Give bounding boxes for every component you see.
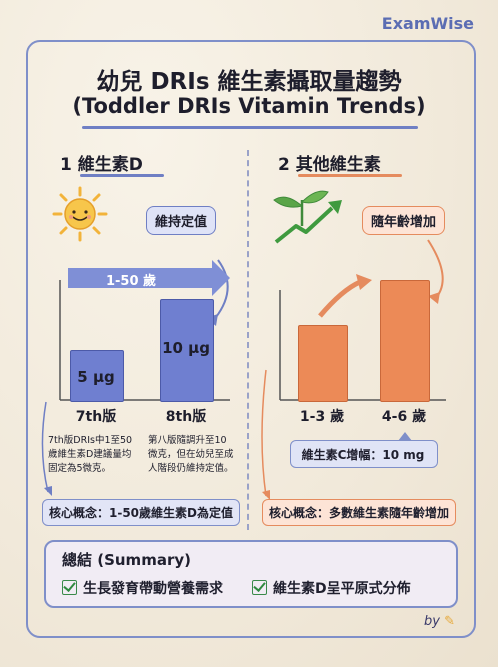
checkbox-icon — [62, 580, 77, 595]
summary-box — [44, 540, 458, 608]
brand-logo: ExamWise — [381, 14, 474, 33]
range-arrow-body — [68, 268, 214, 288]
section1-heading: 1 維生素D — [60, 155, 143, 175]
section1-bar-label-2: 10 µg — [162, 339, 210, 357]
section1-bar-label-1: 5 µg — [77, 367, 115, 386]
section1-note-2: 第八版隨調升至10 微克，但在幼兒至成 人階段仍維持定值。 — [148, 435, 234, 474]
section1-bar-1 — [70, 349, 124, 402]
section1-x-label-1: 7th版 — [75, 409, 117, 425]
section-divider — [247, 150, 249, 530]
title-underline — [82, 126, 418, 129]
summary-item-2: 維生素D呈平原式分佈 — [252, 578, 411, 598]
vitamin-c-callout: 維生素C增幅：10 mg — [301, 448, 425, 462]
hand-icon: ✎ — [444, 614, 455, 629]
section2-tag: 隨年齡增加 — [362, 206, 446, 235]
section1-bar-2 — [160, 299, 214, 402]
page-title: 幼兒 DRIs 維生素攝取量趨勢 — [96, 69, 402, 95]
rise-arrow — [318, 279, 362, 318]
section2-side-arrow — [261, 369, 267, 497]
section1-x-label-2: 8th版 — [165, 409, 207, 425]
section2-heading: 2 其他維生素 — [278, 155, 381, 175]
page-subtitle: (Toddler DRIs Vitamin Trends) — [72, 94, 426, 118]
section2-curve-arrow — [427, 239, 444, 301]
content-frame — [26, 40, 476, 638]
callout-box — [290, 440, 438, 468]
section1-note-1: 7th版DRIs中1至50 歲維生素D建議量均 固定為5微克。 — [48, 435, 133, 474]
section1-tag: 維持定值 — [146, 206, 217, 235]
range-label: 1-50 歲 — [105, 274, 157, 289]
section2-x-label-2: 4-6 歲 — [381, 409, 427, 425]
section2-bar-2 — [380, 280, 430, 402]
section2-underline — [298, 174, 402, 177]
section2-bar-1 — [298, 325, 348, 402]
section2-chart — [261, 239, 446, 500]
growth-icon — [273, 190, 342, 244]
section1-concept: 核心概念：1-50歲維生素D為定值 — [42, 499, 240, 526]
summary-item-1: 生長發育帶動營養需求 — [62, 578, 223, 598]
section1-side-arrow — [41, 401, 49, 493]
range-arrow-head — [212, 260, 230, 296]
section2-concept: 核心概念：多數維生素隨年齡增加 — [262, 499, 457, 526]
callout-pointer — [398, 432, 412, 441]
section2-x-label-1: 1-3 歲 — [299, 409, 345, 425]
section1-underline — [80, 174, 164, 177]
checkbox-icon — [252, 580, 267, 595]
sun-icon — [52, 186, 108, 242]
summary-title: 總結 (Summary) — [62, 551, 191, 569]
signature: by ✎ — [424, 614, 455, 629]
